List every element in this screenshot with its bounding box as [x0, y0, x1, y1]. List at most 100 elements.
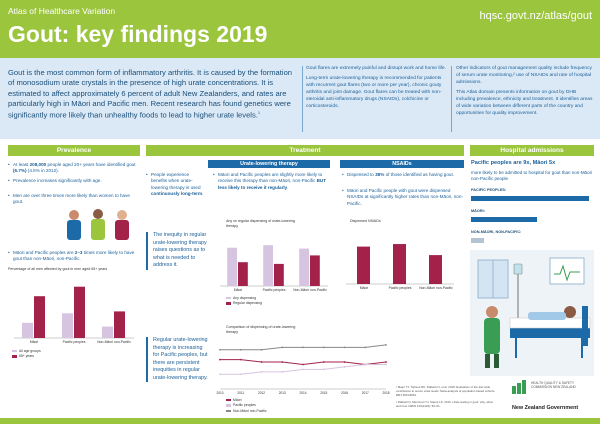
data-point [219, 373, 221, 376]
intro-col1-p1: Gout flares are extremely painful and di… [306, 66, 446, 71]
hospital-lead: Pacific peoples are 9x, Māori 5x [471, 160, 556, 166]
legend-item: Any dispensing [226, 296, 262, 301]
intro-panel: Gout is the most common form of inflamma… [0, 58, 600, 139]
data-point [364, 363, 367, 366]
x-tick-label: 2015 [320, 391, 327, 395]
intro-column-2: Other indicators of gout management qual… [456, 66, 594, 121]
urate-callout-2: Regular urate-lowering therapy is increa… [146, 337, 208, 383]
person-icon [91, 209, 105, 240]
x-tick-label: 2017 [362, 391, 369, 395]
section-treatment: Treatment [146, 145, 464, 156]
reference-2: ² Dalbeth N, Merriman TJ, Stamp LK. 2016… [396, 399, 494, 408]
legend-item: Māori [226, 398, 267, 403]
x-tick-label: Māori [360, 286, 369, 290]
hospital-label-maori: MĀORI: [471, 209, 485, 213]
bar [429, 255, 442, 284]
intro-column-1: Gout flares are extremely painful and di… [306, 66, 448, 114]
x-tick-label: 2018 [382, 391, 389, 395]
hqsc-logo: HEALTH QUALITY & SAFETY COMMISSION NEW Z… [512, 380, 594, 406]
page-title: Gout: key findings 2019 [8, 21, 268, 47]
section-prevalence: Prevalence [8, 145, 140, 156]
prevalence-bullet-4: Māori and Pacific peoples are 2–3 times … [8, 250, 138, 263]
reference-1: ¹ Major TJ, Topless RK, Dalbeth N, et al… [396, 385, 496, 398]
urate-legend-2: Māori Pacific peoples Non-Māori non-Paci… [226, 398, 267, 414]
header-banner: Atlas of Healthcare Variation Gout: key … [0, 0, 600, 58]
urate-bar-chart: Māori Pacific peoples Non-Māori non-Pacifi… [220, 245, 328, 292]
data-point [281, 346, 284, 349]
x-tick-label: Non-Māori non-Pacific [293, 288, 327, 292]
x-tick-label: Māori [30, 340, 39, 344]
nsaids-chart-title: Dispensed NSAIDs [350, 219, 381, 223]
person-icon [67, 210, 81, 240]
prevalence-bullet-1: At least 208,000 people aged 20+ years h… [8, 162, 138, 175]
bar [34, 296, 45, 338]
people-illustration [67, 209, 129, 240]
urate-chart1-title: Any vs regular dispensing of urate-lower… [226, 219, 295, 228]
prevalence-chart-title: Percentage of all men affected by gout i… [8, 267, 108, 271]
hqsc-name: HEALTH QUALITY & SAFETY COMMISSION NEW Z… [531, 381, 576, 390]
subsection-urate: Urate-lowering therapy [208, 160, 330, 168]
prevalence-bullet-2: Prevalence increases significantly with … [8, 178, 138, 185]
x-tick-label: Non-Māori non-Pacific [97, 340, 131, 344]
bar [227, 247, 237, 286]
urate-bullet-1: People experience benefits when urate-lo… [146, 172, 206, 198]
data-point [239, 358, 242, 361]
x-tick-label: 2012 [258, 391, 265, 395]
x-tick-label: 2016 [341, 391, 348, 395]
data-point [322, 346, 325, 349]
legend-item: 65+ years [12, 354, 41, 359]
x-tick-label: Pacific peoples [389, 286, 412, 290]
hospital-bar-maori [471, 217, 537, 222]
data-point [385, 344, 387, 346]
data-point [281, 370, 284, 373]
legend-item: Regular dispensing [226, 301, 262, 306]
data-point [260, 370, 263, 373]
legend-item: Non-Māori non-Pacific [226, 409, 267, 414]
data-point [302, 346, 304, 349]
x-tick-label: 2010 [216, 391, 223, 395]
x-tick-label: 2011 [237, 391, 244, 395]
hospital-subtext: more likely to be admitted to hospital f… [471, 170, 593, 182]
prevalence-legend: All age groups 65+ years [12, 349, 41, 360]
hospital-label-pacific: PACIFIC PEOPLES: [471, 188, 507, 192]
data-point [322, 368, 325, 371]
bar [310, 255, 320, 286]
intro-lead: Gout is the most common form of inflamma… [8, 68, 293, 120]
data-point [385, 361, 387, 363]
x-tick-label: 2013 [279, 391, 286, 395]
references: ¹ Major TJ, Topless RK, Dalbeth N, et al… [396, 385, 496, 410]
data-point [343, 366, 346, 368]
data-point [302, 368, 304, 371]
legend-item: All age groups [12, 349, 41, 354]
atlas-label: Atlas of Healthcare Variation [8, 6, 116, 16]
x-tick-label: Non-Māori non-Pacific [419, 286, 453, 290]
data-point [281, 361, 284, 363]
nsaids-bullet-1: Dispensed to 38% of those identified as … [342, 172, 464, 179]
x-tick-label: Māori [234, 288, 243, 292]
hospital-bar-nmnp [471, 238, 484, 243]
bar [74, 286, 85, 338]
data-point [219, 358, 221, 361]
patient-icon [528, 306, 576, 320]
urate-callout-1: The inequity in regular urate-lowering t… [146, 232, 208, 270]
footer-bar [0, 418, 600, 424]
data-point [302, 363, 304, 366]
x-tick-label: Pacific peoples [63, 340, 86, 344]
atlas-url-link[interactable]: hqsc.govt.nz/atlas/gout [479, 10, 592, 22]
hqsc-mark-icon [512, 380, 528, 394]
bar [357, 246, 370, 284]
intro-col1-p2: Long-term urate-lowering therapy is reco… [306, 75, 442, 109]
section-hospital: Hospital admissions [470, 145, 594, 156]
legend-item: Pacific peoples [226, 403, 267, 408]
data-point [260, 348, 263, 351]
bar [263, 245, 273, 286]
data-point [322, 361, 325, 363]
urate-legend-1: Any dispensing Regular dispensing [226, 296, 262, 307]
data-point [364, 346, 367, 349]
bar [274, 263, 284, 286]
bar [114, 311, 125, 338]
hospital-bar-pacific [471, 196, 589, 201]
hospital-illustration [470, 250, 594, 376]
data-point [219, 348, 221, 351]
prevalence-bullet-3: Men are over three times more likely tha… [8, 193, 138, 206]
